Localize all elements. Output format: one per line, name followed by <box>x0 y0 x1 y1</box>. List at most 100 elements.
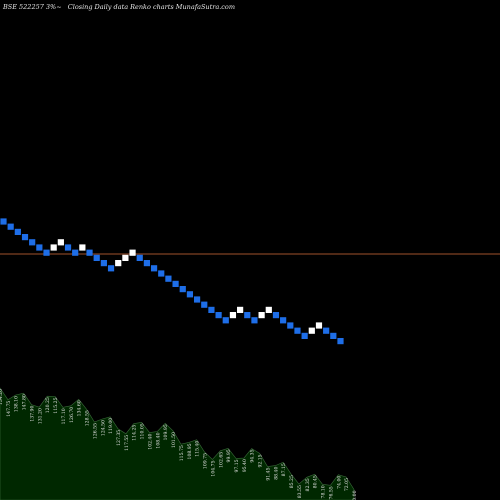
volume-label: 115.25 <box>53 397 59 413</box>
renko-brick-up <box>115 260 122 267</box>
volume-label: 108.95 <box>187 443 193 459</box>
renko-brick-down <box>193 296 201 303</box>
renko-brick-down <box>64 244 72 251</box>
renko-brick-up <box>237 306 244 313</box>
volume-label: 91.45 <box>266 467 272 480</box>
volume-label: 82.35 <box>305 478 311 491</box>
renko-brick-down <box>330 332 337 339</box>
volume-label: 128.55 <box>85 410 91 426</box>
renko-brick-down <box>287 322 294 329</box>
renko-brick-down <box>323 327 330 334</box>
volume-label: 114.25 <box>132 425 138 441</box>
volume-label: 131.20 <box>37 408 43 424</box>
volume-label: 87.15 <box>281 463 287 476</box>
chart-header: BSE 522257 3%~ Closing Daily data Renko … <box>3 3 239 11</box>
volume-label: 72.05 <box>344 478 350 491</box>
volume-area <box>0 387 355 500</box>
volume-label: 88.40 <box>273 467 279 480</box>
renko-brick-down <box>93 254 100 261</box>
renko-brick-down <box>337 338 344 345</box>
volume-label: 154.20 <box>0 389 4 405</box>
volume-label: 127.35 <box>116 430 122 446</box>
volume-label: 115.75 <box>179 445 185 461</box>
volume-label: 108.40 <box>155 432 161 448</box>
renko-brick-down <box>107 265 115 272</box>
renko-brick-down <box>0 218 7 225</box>
renko-brick-up <box>315 322 323 329</box>
renko-brick-down <box>165 275 172 282</box>
renko-brick-down <box>294 327 301 334</box>
volume-label: 97.15 <box>234 459 240 472</box>
renko-brick-up <box>229 312 237 319</box>
volume-label: 109.95 <box>163 424 169 440</box>
volume-label: 119.00 <box>108 418 114 434</box>
renko-brick-up <box>79 244 86 251</box>
volume-label: 99.95 <box>226 449 232 462</box>
volume-label: 126.70 <box>69 407 75 423</box>
renko-brick-down <box>186 291 194 298</box>
renko-brick-down <box>158 270 165 277</box>
renko-brick-down <box>244 312 251 319</box>
volume-label: 102.40 <box>148 434 154 450</box>
volume-label: 120.25 <box>45 397 51 413</box>
renko-brick-down <box>136 254 143 261</box>
volume-label: 95.40 <box>242 459 248 472</box>
renko-brick-down <box>72 249 79 256</box>
volume-label: 126.55 <box>92 423 98 439</box>
volume-label: 147.80 <box>22 394 28 410</box>
renko-brick-up <box>122 254 129 261</box>
renko-brick-down <box>29 239 36 246</box>
volume-label: 101.50 <box>171 432 177 448</box>
renko-brick-down <box>14 228 21 235</box>
renko-bricks <box>0 218 344 345</box>
volume-label: 137.90 <box>30 406 36 422</box>
renko-brick-up <box>308 327 315 334</box>
renko-brick-down <box>43 249 50 256</box>
renko-brick-up <box>265 306 272 313</box>
volume-label: 104.75 <box>210 460 216 476</box>
volume-label: 117.10 <box>61 408 67 424</box>
renko-brick-down <box>215 312 222 319</box>
volume-label: 83.55 <box>297 485 303 498</box>
volume-label: 138.10 <box>14 396 20 412</box>
volume-label: 85.25 <box>289 475 295 488</box>
volume-label: 76.55 <box>328 486 334 499</box>
volume-label: 94.35 <box>250 449 256 462</box>
renko-brick-down <box>280 317 287 324</box>
volume-label: 109.75 <box>203 453 209 469</box>
volume-label: 80.45 <box>313 475 319 488</box>
renko-brick-up <box>50 244 57 251</box>
renko-brick-down <box>86 249 93 256</box>
renko-brick-down <box>150 265 158 272</box>
renko-brick-down <box>201 301 208 308</box>
volume-label: 115.40 <box>195 441 201 457</box>
renko-brick-down <box>21 234 29 241</box>
volume-label: 147.75 <box>6 401 12 417</box>
volume-label: 117.55 <box>124 435 130 451</box>
volume-label: 74.00 <box>336 476 342 489</box>
renko-brick-down <box>36 244 43 251</box>
volume-label: 78.10 <box>321 485 327 498</box>
volume-label: 134.60 <box>77 400 83 416</box>
renko-brick-down <box>143 260 150 267</box>
symbol-label: BSE 522257 3%~ <box>3 3 62 11</box>
renko-brick-down <box>222 317 229 324</box>
renko-brick-down <box>172 280 179 287</box>
renko-brick-up <box>57 239 64 246</box>
description-label: Closing Daily data Renko charts MunafaSu… <box>67 3 236 11</box>
volume-label: 124.50 <box>100 420 106 436</box>
renko-brick-down <box>301 332 308 339</box>
volume-label: 110.05 <box>140 423 146 439</box>
volume-label: 70.00 <box>352 490 358 500</box>
volume-label: 102.65 <box>218 452 224 468</box>
renko-brick-down <box>208 306 215 313</box>
renko-brick-down <box>179 286 186 293</box>
renko-brick-up <box>129 249 136 256</box>
renko-brick-down <box>7 223 14 230</box>
renko-brick-down <box>272 312 280 319</box>
renko-brick-up <box>258 312 265 319</box>
renko-brick-down <box>100 260 107 267</box>
volume-label: 92.15 <box>258 454 264 467</box>
